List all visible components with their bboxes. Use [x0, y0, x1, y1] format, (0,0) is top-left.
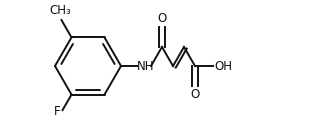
Text: CH₃: CH₃ [50, 4, 71, 17]
Text: OH: OH [214, 60, 232, 72]
Text: O: O [157, 12, 167, 25]
Text: F: F [54, 105, 60, 118]
Text: NH: NH [137, 60, 155, 72]
Text: O: O [191, 88, 200, 101]
